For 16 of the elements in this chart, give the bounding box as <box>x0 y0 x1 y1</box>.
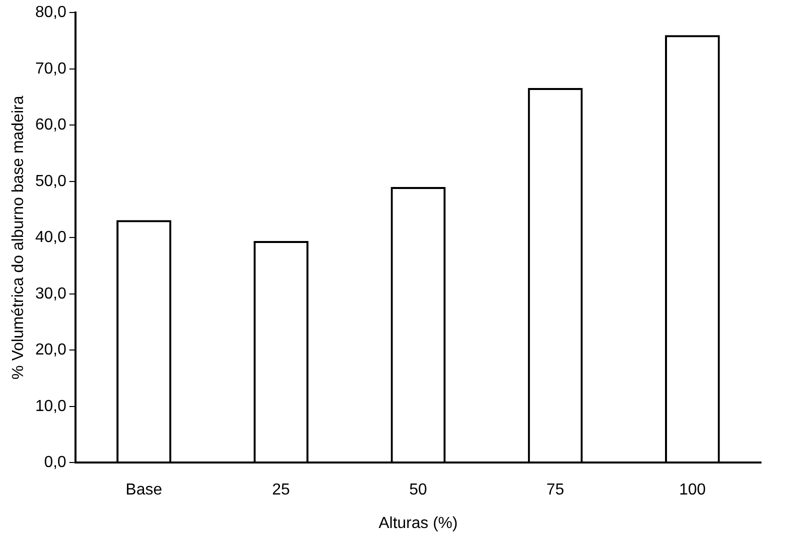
y-tick-label: 0,0 <box>44 454 66 472</box>
x-tick-label: 100 <box>679 482 706 499</box>
y-axis-title: % Volumétrica do alburno base madeira <box>10 96 28 380</box>
x-tick-label: 50 <box>409 482 428 499</box>
x-tick-label: 75 <box>546 482 564 499</box>
y-tick-label: 10,0 <box>35 398 66 415</box>
y-tick-label: 60,0 <box>35 116 66 134</box>
y-tick-label: 70,0 <box>35 60 66 78</box>
x-axis-title: Alturas (%) <box>378 514 458 532</box>
y-tick-label: 50,0 <box>35 172 66 190</box>
y-tick-label: 80,0 <box>35 4 66 22</box>
x-tick-label: Base <box>126 482 162 499</box>
y-tick-label: 20,0 <box>35 342 66 359</box>
y-tick-label: 40,0 <box>35 229 66 246</box>
y-tick-label: 30,0 <box>35 285 66 302</box>
x-tick-label: 25 <box>272 482 290 499</box>
